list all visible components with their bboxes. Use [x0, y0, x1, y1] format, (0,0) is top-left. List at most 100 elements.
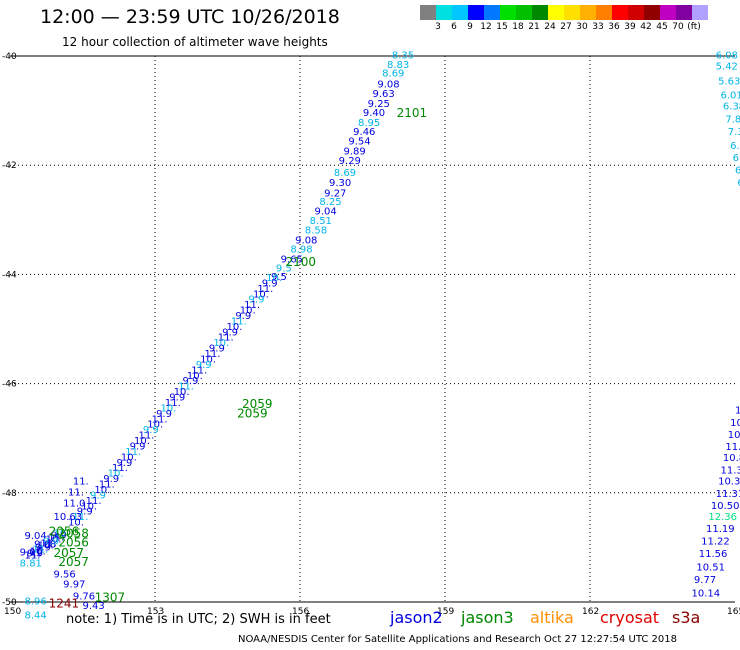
- y-tick-label: -46: [2, 380, 17, 390]
- legend-label: 15: [496, 22, 508, 32]
- swh-label-dense: 10.: [121, 452, 137, 463]
- swh-label-dense: 11.: [32, 544, 48, 555]
- legend-label: 24: [544, 22, 556, 32]
- satellite-name-s3a: s3a: [672, 608, 701, 627]
- swh-label-dense: 10.: [160, 403, 176, 414]
- swh-label: 6.2: [733, 153, 740, 164]
- swh-label: 9.76: [73, 591, 95, 602]
- chart-subtitle: 12 hour collection of altimeter wave hei…: [62, 35, 328, 49]
- swh-label-dense: 11.: [112, 463, 128, 474]
- x-tick-label: 162: [582, 607, 599, 617]
- swh-label: 9.43: [83, 601, 105, 612]
- footer-note: note: 1) Time is in UTC; 2) SWH is in fe…: [66, 612, 331, 627]
- legend-label: 27: [560, 22, 572, 32]
- time-label: 2057: [54, 546, 85, 560]
- swh-label-dense: 10.: [108, 469, 124, 480]
- x-tick-label: 156: [292, 607, 309, 617]
- swh-label: 9.40: [363, 108, 385, 119]
- legend-swatch: [548, 5, 564, 20]
- swh-label: 10.14: [692, 589, 721, 600]
- swh-label: 11.: [73, 477, 89, 488]
- swh-label-dense: 9.9: [262, 278, 278, 289]
- swh-label-dense: 9.9: [209, 344, 225, 355]
- swh-label: 7.89: [725, 115, 740, 126]
- swh-label-dense: 9.9: [182, 376, 198, 387]
- satellite-name-jason2: jason2: [390, 608, 443, 627]
- swh-label-dense: 9.9: [130, 441, 146, 452]
- swh-label: 9.54: [348, 136, 370, 147]
- legend-swatch: [468, 5, 484, 20]
- swh-label-dense: 11.: [152, 414, 168, 425]
- x-tick-label: 153: [147, 607, 164, 617]
- y-tick-label: -42: [2, 161, 17, 171]
- time-label: 2057: [58, 555, 89, 569]
- swh-label: 9.04: [25, 531, 47, 542]
- legend-swatch: [564, 5, 580, 20]
- swh-label-dense: 10.: [38, 540, 54, 551]
- legend-label: 45: [656, 22, 668, 32]
- time-label: 1307: [95, 590, 126, 604]
- swh-label-dense: 9.9: [235, 311, 251, 322]
- x-tick-label: 150: [4, 607, 21, 617]
- swh-label-dense: 9.9: [143, 425, 159, 436]
- legend-swatch: [596, 5, 612, 20]
- swh-label-dense: 11.: [86, 496, 102, 507]
- swh-label-dense: 10.: [253, 289, 269, 300]
- time-label: 2100: [286, 255, 317, 269]
- satellite-name-altika: altika: [530, 608, 574, 627]
- swh-label: 10.85: [723, 453, 740, 464]
- swh-label: 9.77: [694, 575, 716, 586]
- y-tick-label: -48: [2, 489, 17, 499]
- swh-label: 9.04: [315, 206, 337, 217]
- legend-label: (ft): [687, 22, 701, 32]
- swh-label: 9.25: [368, 99, 390, 110]
- swh-label-dense: 9.9: [169, 393, 185, 404]
- swh-label: 11: [735, 406, 740, 417]
- swh-label-dense: 9.9: [156, 409, 172, 420]
- swh-label: 9.65: [281, 254, 303, 265]
- swh-label: 8.44: [25, 610, 47, 621]
- swh-label: 11.: [68, 488, 84, 499]
- y-tick-label: -44: [2, 270, 17, 280]
- swh-label-dense: 11.: [40, 538, 56, 549]
- swh-label: 9.08: [34, 539, 56, 550]
- swh-label: 8.96: [25, 597, 47, 608]
- swh-label: 9.27: [324, 188, 346, 199]
- swh-label: 6.38: [723, 102, 740, 113]
- swh-label: 10.2: [728, 430, 740, 441]
- swh-label: 8.25: [319, 197, 341, 208]
- swh-label: 9.63: [373, 89, 395, 100]
- swh-label: 8.35: [392, 51, 414, 62]
- legend-label: 3: [435, 22, 441, 32]
- legend-swatch: [612, 5, 628, 20]
- swh-label-dense: 10.: [54, 528, 70, 539]
- swh-label: 6.40: [730, 141, 740, 152]
- time-label: 2058: [58, 527, 89, 541]
- time-label: 2056: [58, 535, 89, 549]
- swh-label: 9.46: [353, 127, 375, 138]
- swh-label-dense: 9.9: [35, 542, 51, 553]
- time-label: 1241: [49, 596, 80, 610]
- swh-label: 9.08: [377, 80, 399, 91]
- swh-label: 10.51: [696, 562, 725, 573]
- swh-label: 10.34: [718, 477, 740, 488]
- swh-label: 6.: [735, 165, 740, 176]
- legend-swatch: [692, 5, 708, 20]
- legend-labels: 3 6 9 12 15 18 21 24 27 30 33 36 39 42 45 70 (ft): [420, 20, 740, 36]
- x-tick-label: 159: [437, 607, 454, 617]
- legend-label: 21: [528, 22, 540, 32]
- swh-label-dense: 11.: [205, 349, 221, 360]
- swh-label: 8.81: [20, 559, 42, 570]
- legend-swatch: [420, 5, 436, 20]
- legend-label: 18: [512, 22, 524, 32]
- swh-label: 10.: [730, 418, 740, 429]
- swh-label: 9.5: [276, 264, 292, 275]
- swh-label-dense: 10.: [68, 518, 84, 529]
- credit-line: NOAA/NESDIS Center for Satellite Applica…: [238, 634, 677, 645]
- satellite-name-jason3: jason3: [461, 608, 514, 627]
- swh-label-dense: 10.: [187, 371, 203, 382]
- swh-label: 11.3: [725, 442, 740, 453]
- legend-label: 6: [451, 22, 457, 32]
- swh-label-dense: 11.: [178, 382, 194, 393]
